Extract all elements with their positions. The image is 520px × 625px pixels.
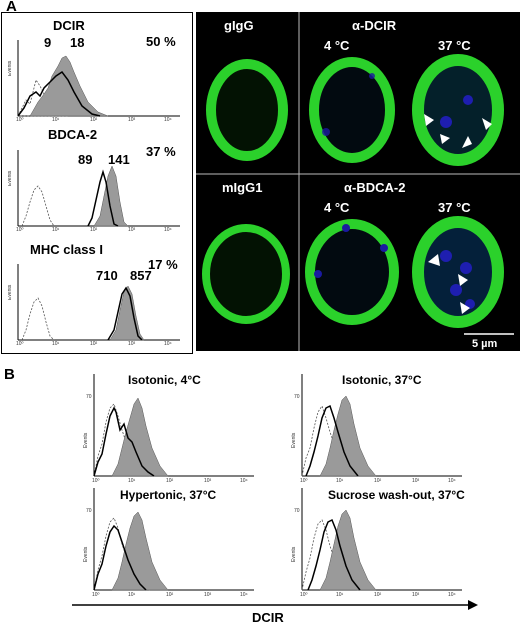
svg-text:70: 70 xyxy=(86,508,92,514)
micro-label-adcir-37c: 37 °C xyxy=(438,38,471,53)
svg-text:10¹: 10¹ xyxy=(336,478,344,484)
svg-text:70: 70 xyxy=(86,394,92,400)
svg-text:Events: Events xyxy=(291,546,297,562)
hist-mhc-title: MHC class I xyxy=(30,242,103,257)
cell-adcir-4c xyxy=(309,57,395,163)
hist-mhc-mfi-iso: 710 xyxy=(96,268,118,283)
svg-text:10³: 10³ xyxy=(412,592,420,598)
cell-abdca2-37c xyxy=(412,216,504,328)
svg-text:10⁰: 10⁰ xyxy=(16,117,24,122)
cell-abdca2-4c xyxy=(305,219,399,325)
svg-text:Events: Events xyxy=(291,432,297,448)
svg-text:10⁴: 10⁴ xyxy=(164,341,172,346)
hist-b-iso37-title: Isotonic, 37°C xyxy=(342,373,422,387)
svg-text:70: 70 xyxy=(294,508,300,514)
hist-mhc-plot: Events 10⁰ 10¹ 10² 10³ 10⁴ xyxy=(8,264,180,346)
micro-label-gigg: gIgG xyxy=(224,18,254,33)
svg-text:10²: 10² xyxy=(166,478,174,484)
svg-text:10³: 10³ xyxy=(412,478,420,484)
svg-text:10¹: 10¹ xyxy=(128,478,136,484)
svg-text:10⁰: 10⁰ xyxy=(92,592,100,598)
dcir-arrow xyxy=(72,600,478,610)
scale-bar-label: 5 µm xyxy=(472,338,498,350)
svg-text:10¹: 10¹ xyxy=(52,227,60,232)
svg-text:10²: 10² xyxy=(90,341,98,346)
hist-dcir-mfi-iso: 9 xyxy=(44,35,52,50)
hist-b-sucrose-plot: 70 Events 10⁰ 10¹ 10² 10³ 10⁴ xyxy=(291,488,462,598)
svg-text:10¹: 10¹ xyxy=(128,592,136,598)
svg-text:10¹: 10¹ xyxy=(52,117,60,122)
svg-text:10⁴: 10⁴ xyxy=(448,592,456,598)
svg-text:10³: 10³ xyxy=(204,478,212,484)
svg-text:10⁴: 10⁴ xyxy=(164,117,172,122)
svg-text:10²: 10² xyxy=(374,478,382,484)
micrograph-images xyxy=(196,12,520,351)
svg-text:Events: Events xyxy=(8,60,13,76)
svg-text:70: 70 xyxy=(294,394,300,400)
svg-text:10¹: 10¹ xyxy=(52,341,60,346)
panel-b-letter: B xyxy=(4,366,15,383)
svg-text:10²: 10² xyxy=(374,592,382,598)
hist-bdca2-title: BDCA-2 xyxy=(48,127,98,142)
hist-b-sucrose-title: Sucrose wash-out, 37°C xyxy=(328,488,465,502)
hist-b-hyper-title: Hypertonic, 37°C xyxy=(120,488,217,502)
svg-text:10³: 10³ xyxy=(128,341,136,346)
micro-label-migg1: mIgG1 xyxy=(222,180,263,195)
micro-label-abdca2-4c: 4 °C xyxy=(324,200,350,215)
svg-text:Events: Events xyxy=(83,546,89,562)
hist-bdca2-plot: Events 10⁰ 10¹ 10² 10³ 10⁴ xyxy=(8,150,180,232)
micro-label-abdca2: α-BDCA-2 xyxy=(344,180,406,195)
svg-text:10²: 10² xyxy=(166,592,174,598)
micro-label-adcir: α-DCIR xyxy=(352,18,397,33)
hist-bdca2-mfi-iso: 89 xyxy=(78,152,93,167)
hist-dcir-mfi-stain: 18 xyxy=(70,35,85,50)
cell-migg1 xyxy=(202,224,290,324)
hist-mhc-mfi-stain: 857 xyxy=(130,268,152,283)
cell-gigg xyxy=(206,59,288,161)
svg-text:10²: 10² xyxy=(90,117,98,122)
hist-bdca2-percent: 37 % xyxy=(146,144,176,159)
svg-text:10⁰: 10⁰ xyxy=(16,227,24,232)
svg-text:10⁴: 10⁴ xyxy=(164,227,172,232)
hist-b-iso4-plot: 70 Events 10⁰ 10¹ 10² 10³ 10⁴ xyxy=(83,374,254,484)
panel-a-histogram-box xyxy=(1,12,193,354)
svg-text:10¹: 10¹ xyxy=(336,592,344,598)
micro-label-abdca2-37c: 37 °C xyxy=(438,200,471,215)
svg-text:Events: Events xyxy=(83,432,89,448)
svg-text:10²: 10² xyxy=(90,227,98,232)
svg-text:10⁴: 10⁴ xyxy=(240,478,248,484)
svg-text:10³: 10³ xyxy=(204,592,212,598)
svg-text:10⁰: 10⁰ xyxy=(300,592,308,598)
svg-text:10³: 10³ xyxy=(128,117,136,122)
svg-text:Events: Events xyxy=(8,170,13,186)
svg-text:Events: Events xyxy=(8,284,13,300)
cell-adcir-37c xyxy=(412,54,504,166)
hist-dcir-title: DCIR xyxy=(53,18,85,33)
panel-a-letter: A xyxy=(6,0,17,15)
hist-bdca2-mfi-stain: 141 xyxy=(108,152,130,167)
hist-mhc-percent: 17 % xyxy=(148,257,178,272)
svg-text:10⁰: 10⁰ xyxy=(92,478,100,484)
micro-label-adcir-4c: 4 °C xyxy=(324,38,350,53)
hist-dcir-plot: Events 10⁰ 10¹ 10² 10³ 10⁴ xyxy=(8,40,180,122)
hist-b-hyper-plot: 70 Events 10⁰ 10¹ 10² 10³ 10⁴ xyxy=(83,488,254,598)
svg-text:10⁰: 10⁰ xyxy=(16,341,24,346)
hist-dcir-percent: 50 % xyxy=(146,34,176,49)
svg-text:10⁰: 10⁰ xyxy=(300,478,308,484)
dcir-axis-label: DCIR xyxy=(252,610,284,625)
svg-text:10⁴: 10⁴ xyxy=(448,478,456,484)
hist-b-iso4-title: Isotonic, 4°C xyxy=(128,373,201,387)
svg-text:10³: 10³ xyxy=(128,227,136,232)
hist-b-iso37-plot: 70 Events 10⁰ 10¹ 10² 10³ 10⁴ xyxy=(291,374,462,484)
svg-text:10⁴: 10⁴ xyxy=(240,592,248,598)
